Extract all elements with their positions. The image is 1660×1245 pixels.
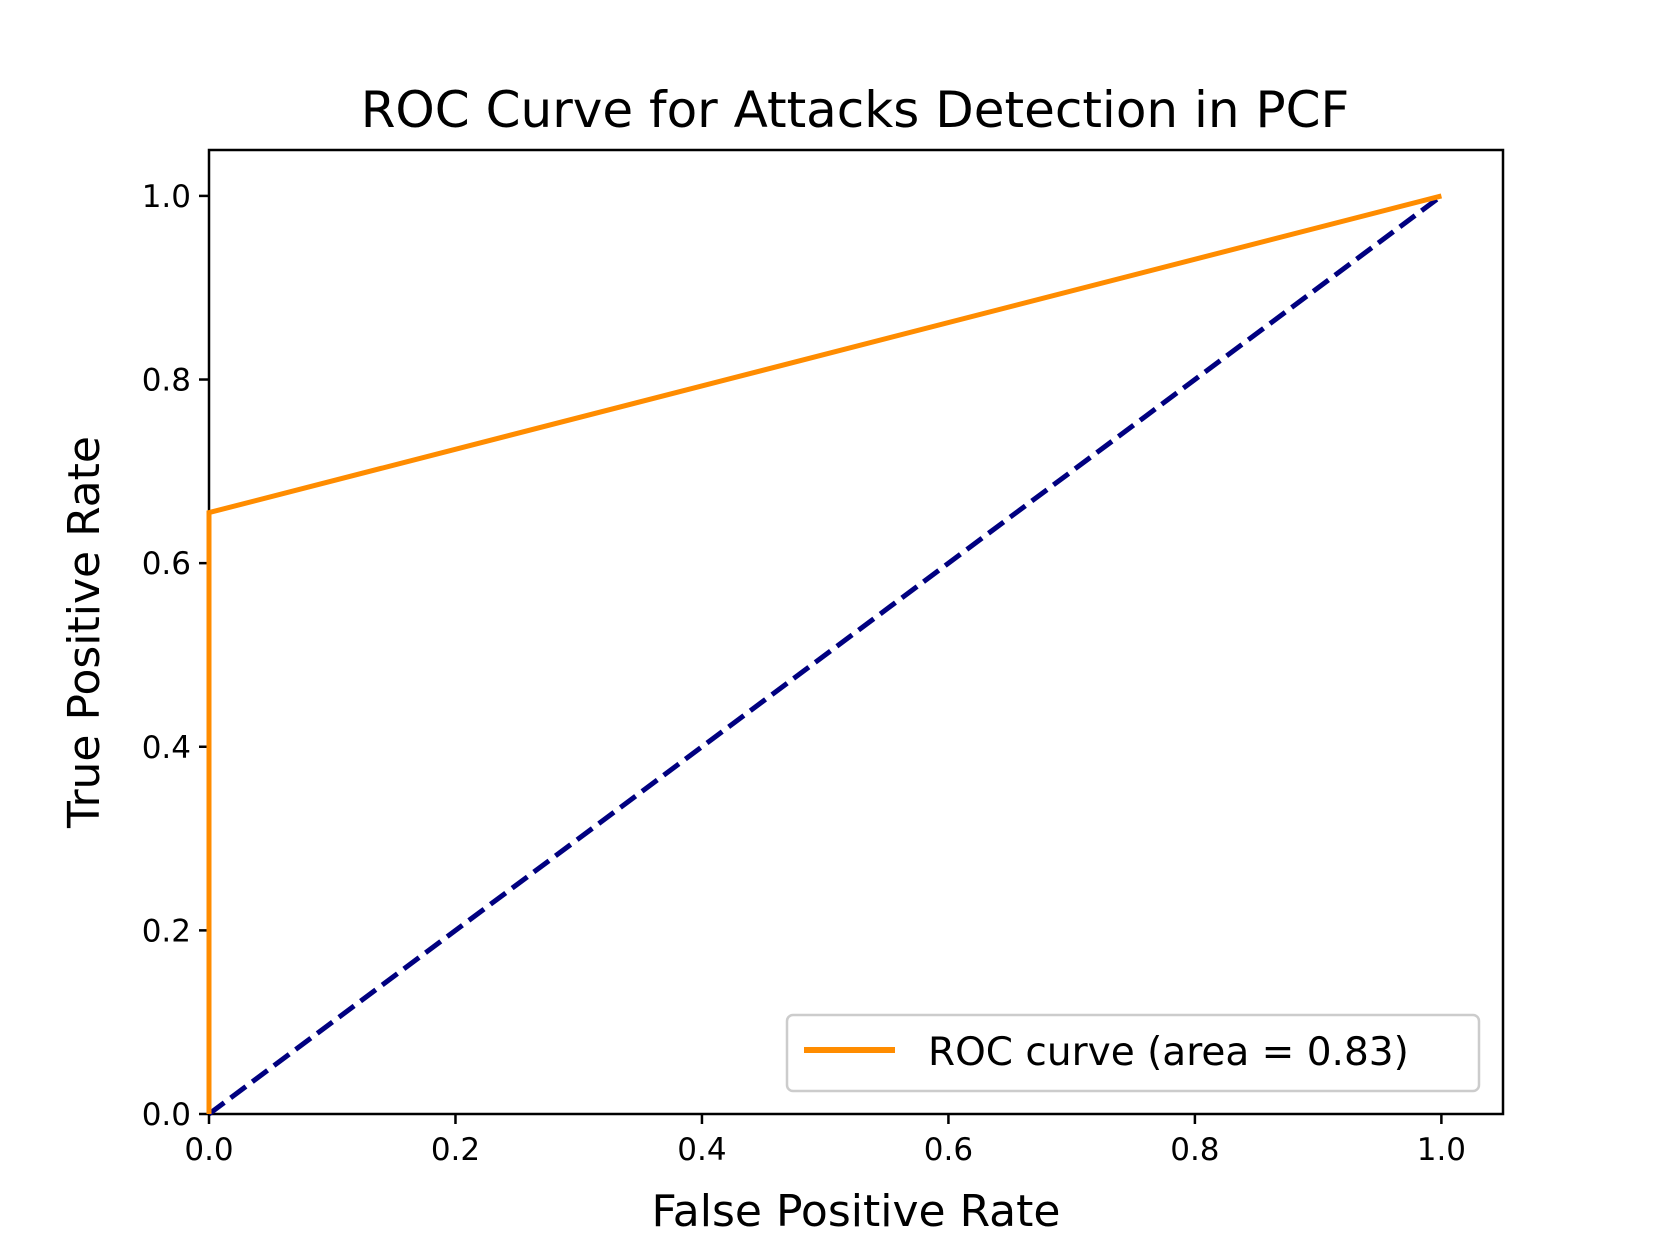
x-axis-label: False Positive Rate — [652, 1186, 1061, 1237]
legend-label: ROC curve (area = 0.83) — [928, 1030, 1409, 1075]
y-tick-label: 1.0 — [142, 179, 191, 215]
x-tick-label: 0.4 — [677, 1132, 726, 1168]
legend: ROC curve (area = 0.83) — [785, 1013, 1481, 1093]
x-tick-label: 0.8 — [1170, 1132, 1219, 1168]
roc-curve-line — [206, 193, 1443, 1114]
x-tick-label: 0.6 — [924, 1132, 973, 1168]
x-axis-ticks: 0.0 0.2 0.4 0.6 0.8 1.0 — [184, 1114, 1466, 1168]
plot-area: 0.0 0.2 0.4 0.6 0.8 1.0 0.0 0.2 0.4 0.6 0.8 1.0 — [142, 148, 1505, 1168]
y-tick-label: 0.8 — [142, 363, 191, 399]
x-tick-label: 0.2 — [431, 1132, 480, 1168]
legend-box — [785, 1013, 1481, 1093]
x-tick-label: 0.0 — [184, 1132, 233, 1168]
chance-diagonal-line — [207, 193, 1443, 1117]
y-tick-label: 0.6 — [142, 546, 191, 582]
y-tick-label: 0.2 — [142, 913, 191, 949]
chart-title: ROC Curve for Attacks Detection in PCF — [361, 81, 1350, 139]
axes-frame — [207, 148, 1505, 1116]
y-tick-label: 0.0 — [142, 1097, 191, 1133]
x-tick-label: 1.0 — [1417, 1132, 1466, 1168]
y-axis-ticks: 0.0 0.2 0.4 0.6 0.8 1.0 — [142, 179, 209, 1133]
y-tick-label: 0.4 — [142, 730, 191, 766]
y-axis-label: True Positive Rate — [59, 436, 110, 829]
